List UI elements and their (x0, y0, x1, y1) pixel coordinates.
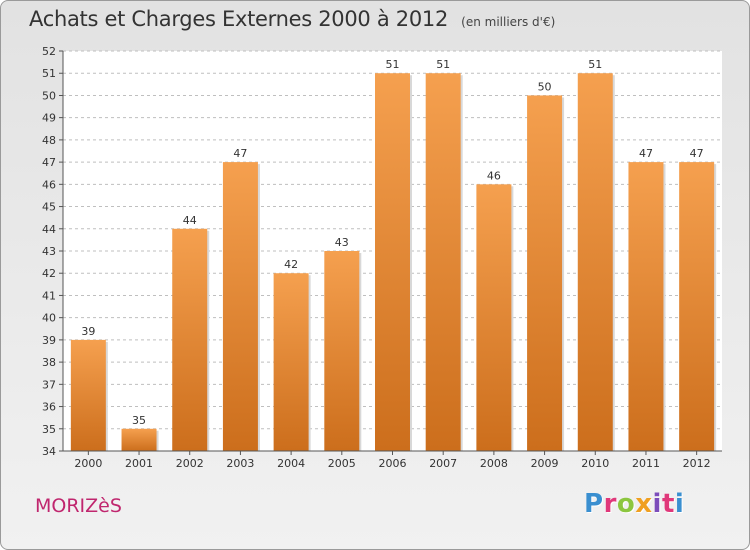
chart-title: Achats et Charges Externes 2000 à 2012 (29, 7, 449, 31)
bar-2005 (324, 251, 360, 451)
y-tick-label: 47 (42, 156, 56, 169)
bar-2009 (527, 95, 563, 451)
y-tick-label: 48 (42, 134, 56, 147)
data-label: 39 (81, 325, 95, 338)
x-tick-label: 2000 (74, 457, 102, 470)
bar-2003 (222, 162, 258, 451)
y-tick-label: 49 (42, 112, 56, 125)
x-tick-label: 2011 (632, 457, 660, 470)
logo-letter: o (616, 489, 636, 519)
data-label: 50 (538, 80, 552, 93)
y-tick-label: 42 (42, 267, 56, 280)
commune-name: MORIZèS (35, 495, 122, 517)
x-tick-label: 2007 (429, 457, 457, 470)
y-tick-label: 34 (42, 445, 56, 458)
data-label: 47 (690, 147, 704, 160)
data-label: 47 (233, 147, 247, 160)
y-tick-label: 36 (42, 401, 56, 414)
y-tick-label: 51 (42, 67, 56, 80)
data-label: 35 (132, 414, 146, 427)
y-tick-label: 40 (42, 312, 56, 325)
y-tick-label: 37 (42, 378, 56, 391)
bar-2000 (70, 339, 106, 451)
bar-2006 (375, 73, 410, 451)
bar-2010 (577, 73, 613, 451)
bars-group: 39 35 44 47 42 43 51 51 46 50 51 47 47 (70, 58, 717, 452)
bar-2008 (476, 184, 512, 452)
logo-letter: x (635, 489, 653, 519)
chart-unit-subtitle: (en milliers d'€) (461, 15, 556, 29)
y-tick-label: 35 (42, 423, 56, 436)
x-tick-label: 2004 (277, 457, 305, 470)
data-label: 51 (588, 58, 602, 71)
x-tick-label: 2010 (581, 457, 609, 470)
bar-2001 (121, 428, 157, 451)
data-label: 42 (284, 258, 298, 271)
data-label: 51 (436, 58, 450, 71)
logo-letter: t (661, 489, 675, 519)
y-tick-label: 44 (42, 223, 56, 236)
logo-letter: P (584, 489, 604, 519)
logo-letter: i (652, 489, 662, 519)
bar-2007 (425, 73, 461, 451)
x-tick-label: 2005 (328, 457, 356, 470)
bar-2004 (273, 273, 309, 451)
y-tick-label: 39 (42, 334, 56, 347)
y-tick-label: 45 (42, 201, 56, 214)
y-tick-label: 43 (42, 245, 56, 258)
logo-letter: i (674, 489, 685, 519)
y-tick-label: 46 (42, 178, 56, 191)
y-tick-label: 38 (42, 356, 56, 369)
x-tick-label: 2006 (379, 457, 407, 470)
y-tick-label: 50 (42, 89, 56, 102)
x-tick-label: 2002 (176, 457, 204, 470)
proxiti-logo: Proxiti (584, 489, 684, 519)
data-label: 47 (639, 147, 653, 160)
y-axis-ticks: 34 35 36 37 38 39 40 41 42 43 44 45 46 47 48 49 50 51 52 (42, 45, 63, 458)
bar-2002 (172, 228, 208, 451)
data-label: 46 (487, 169, 501, 182)
data-label: 51 (386, 58, 400, 71)
y-tick-label: 52 (42, 45, 56, 58)
bar-2011 (628, 162, 664, 451)
x-tick-label: 2001 (125, 457, 153, 470)
title-row: Achats et Charges Externes 2000 à 2012 (… (29, 7, 555, 31)
x-axis-ticks: 2000 2001 2002 2003 2004 2005 2006 2007 2008 2009… (74, 451, 711, 470)
logo-letter: r (603, 489, 617, 519)
bar-2012 (679, 162, 715, 451)
x-tick-label: 2008 (480, 457, 508, 470)
data-label: 44 (183, 214, 197, 227)
x-tick-label: 2012 (683, 457, 711, 470)
x-tick-label: 2009 (531, 457, 559, 470)
y-tick-label: 41 (42, 289, 56, 302)
x-tick-label: 2003 (226, 457, 254, 470)
data-label: 43 (335, 236, 349, 249)
